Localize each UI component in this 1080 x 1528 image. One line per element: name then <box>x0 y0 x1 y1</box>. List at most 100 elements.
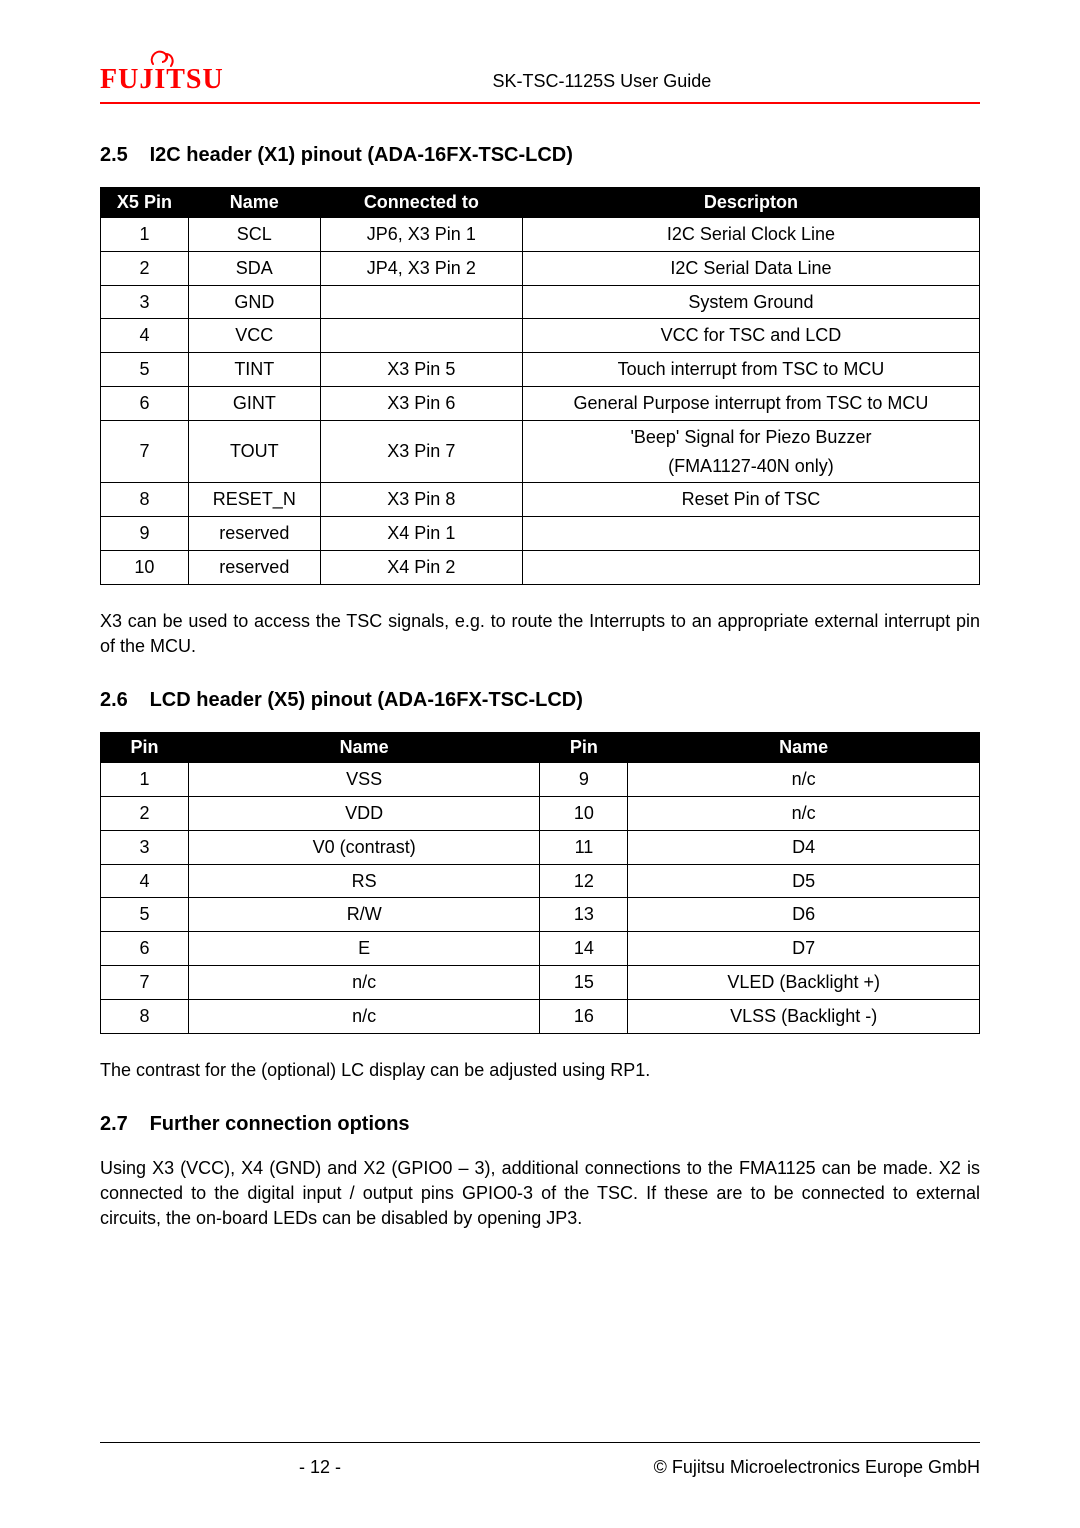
table-cell: X3 Pin 5 <box>320 353 522 387</box>
table-cell: JP4, X3 Pin 2 <box>320 251 522 285</box>
table-cell: I2C Serial Clock Line <box>522 218 979 252</box>
table-cell: RS <box>188 864 540 898</box>
section-number: 2.6 <box>100 689 144 712</box>
doc-title: SK-TSC-1125S User Guide <box>224 71 980 94</box>
table-cell: 4 <box>101 864 189 898</box>
section-heading-27: 2.7 Further connection options <box>100 1113 980 1136</box>
table-cell: 5 <box>101 353 189 387</box>
table-cell: I2C Serial Data Line <box>522 251 979 285</box>
i2c-pinout-table: X5 Pin Name Connected to Descripton 1SCL… <box>100 187 980 585</box>
table-cell: 12 <box>540 864 628 898</box>
table-cell: 8 <box>101 999 189 1033</box>
table-cell <box>522 550 979 584</box>
table-row: 6GINTX3 Pin 6General Purpose interrupt f… <box>101 386 980 420</box>
table-cell: 10 <box>101 550 189 584</box>
section-26-note: The contrast for the (optional) LC displ… <box>100 1058 980 1083</box>
section-number: 2.7 <box>100 1113 144 1136</box>
table-cell: Touch interrupt from TSC to MCU <box>522 353 979 387</box>
table-cell: 9 <box>101 517 189 551</box>
table-cell: 15 <box>540 965 628 999</box>
table-row: 4VCC VCC for TSC and LCD <box>101 319 980 353</box>
table-row: 2VDD10n/c <box>101 796 980 830</box>
table-cell: 11 <box>540 830 628 864</box>
table-cell: D5 <box>628 864 980 898</box>
table-row: 8n/c16VLSS (Backlight -) <box>101 999 980 1033</box>
table-cell: 3 <box>101 830 189 864</box>
table-row: 3V0 (contrast)11D4 <box>101 830 980 864</box>
table-cell: 13 <box>540 898 628 932</box>
footer-copyright: © Fujitsu Microelectronics Europe GmbH <box>540 1457 980 1478</box>
table-cell: n/c <box>628 796 980 830</box>
table-cell: X4 Pin 2 <box>320 550 522 584</box>
table-cell: General Purpose interrupt from TSC to MC… <box>522 386 979 420</box>
table-row: 7n/c15VLED (Backlight +) <box>101 965 980 999</box>
table-cell: E <box>188 932 540 966</box>
table-row: 3GNDSystem Ground <box>101 285 980 319</box>
table-cell: SDA <box>188 251 320 285</box>
table-row: 10reservedX4 Pin 2 <box>101 550 980 584</box>
table-header: Pin <box>540 733 628 763</box>
table-cell: X4 Pin 1 <box>320 517 522 551</box>
table-header: Connected to <box>320 188 522 218</box>
table-cell: D4 <box>628 830 980 864</box>
table-cell: VDD <box>188 796 540 830</box>
section-title: Further connection options <box>150 1113 410 1135</box>
table-cell: TOUT <box>188 420 320 483</box>
footer-page-number: - 12 - <box>100 1457 540 1478</box>
table-cell: 5 <box>101 898 189 932</box>
table-row: 9reservedX4 Pin 1 <box>101 517 980 551</box>
table-cell: R/W <box>188 898 540 932</box>
table-row: 4RS12D5 <box>101 864 980 898</box>
table-row: 6E14D7 <box>101 932 980 966</box>
table-header: Name <box>188 188 320 218</box>
table-cell: reserved <box>188 517 320 551</box>
table-header-row: X5 Pin Name Connected to Descripton <box>101 188 980 218</box>
table-cell: 9 <box>540 763 628 797</box>
table-cell: Reset Pin of TSC <box>522 483 979 517</box>
section-number: 2.5 <box>100 144 144 167</box>
table-cell: 14 <box>540 932 628 966</box>
table-cell: VLED (Backlight +) <box>628 965 980 999</box>
page-header: FUJITSU SK-TSC-1125S User Guide <box>100 50 980 104</box>
table-cell: RESET_N <box>188 483 320 517</box>
table-cell: 2 <box>101 796 189 830</box>
table-header: X5 Pin <box>101 188 189 218</box>
fujitsu-logo: FUJITSU <box>100 50 224 94</box>
table-header: Descripton <box>522 188 979 218</box>
section-title: I2C header (X1) pinout (ADA-16FX-TSC-LCD… <box>150 144 573 166</box>
table-cell <box>320 285 522 319</box>
table-header: Pin <box>101 733 189 763</box>
section-heading-25: 2.5 I2C header (X1) pinout (ADA-16FX-TSC… <box>100 144 980 167</box>
table-cell: V0 (contrast) <box>188 830 540 864</box>
table-cell: D6 <box>628 898 980 932</box>
table-cell: SCL <box>188 218 320 252</box>
table-cell: n/c <box>628 763 980 797</box>
table-cell: 7 <box>101 420 189 483</box>
logo-text: FUJITSU <box>100 66 224 94</box>
table-cell: VCC for TSC and LCD <box>522 319 979 353</box>
table-cell: 16 <box>540 999 628 1033</box>
lcd-pinout-table: Pin Name Pin Name 1VSS9n/c2VDD10n/c3V0 (… <box>100 732 980 1033</box>
table-cell: 1 <box>101 218 189 252</box>
table-cell <box>522 517 979 551</box>
table-cell: GND <box>188 285 320 319</box>
page-footer: - 12 - © Fujitsu Microelectronics Europe… <box>100 1442 980 1478</box>
section-heading-26: 2.6 LCD header (X5) pinout (ADA-16FX-TSC… <box>100 689 980 712</box>
table-cell: 6 <box>101 386 189 420</box>
table-cell: VCC <box>188 319 320 353</box>
table-cell: 6 <box>101 932 189 966</box>
table-row: 5TINTX3 Pin 5Touch interrupt from TSC to… <box>101 353 980 387</box>
table-header: Name <box>628 733 980 763</box>
table-row: 5R/W13D6 <box>101 898 980 932</box>
table-cell: 4 <box>101 319 189 353</box>
table-cell: D7 <box>628 932 980 966</box>
table-row: 2SDAJP4, X3 Pin 2I2C Serial Data Line <box>101 251 980 285</box>
table-cell: 1 <box>101 763 189 797</box>
table-cell: VSS <box>188 763 540 797</box>
table-row: 1VSS9n/c <box>101 763 980 797</box>
section-title: LCD header (X5) pinout (ADA-16FX-TSC-LCD… <box>150 689 583 711</box>
section-25-note: X3 can be used to access the TSC signals… <box>100 609 980 659</box>
table-cell: VLSS (Backlight -) <box>628 999 980 1033</box>
table-cell: n/c <box>188 999 540 1033</box>
table-cell: 3 <box>101 285 189 319</box>
